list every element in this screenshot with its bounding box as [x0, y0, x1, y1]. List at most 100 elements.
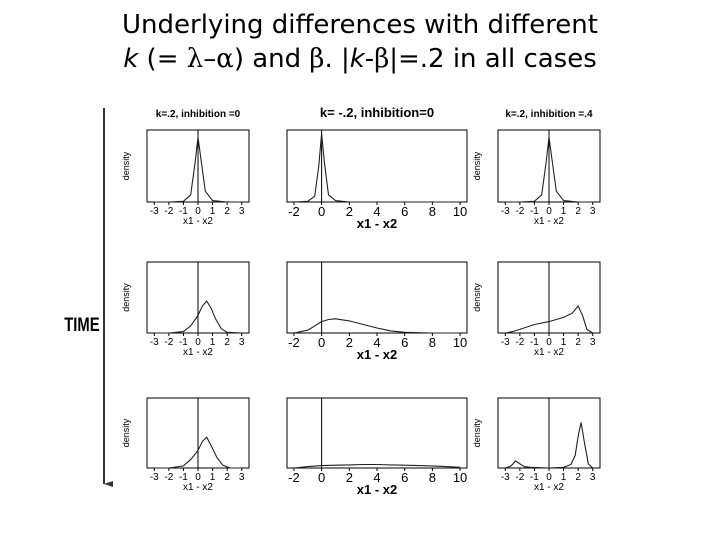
x-tick-label: 2: [224, 206, 230, 217]
panel-frame: [286, 261, 468, 334]
x-tick-label: 0: [195, 206, 201, 217]
title-part-c: . |: [324, 44, 350, 74]
y-axis-label: density: [121, 151, 131, 180]
x-tick-label: 8: [429, 335, 436, 350]
y-axis-label: density: [472, 151, 482, 180]
x-tick-label: -3: [501, 206, 510, 217]
x-tick-label: 0: [546, 472, 552, 483]
time-label: TIME: [64, 314, 99, 335]
x-tick-label: 0: [318, 470, 325, 485]
title-lambda: λ: [186, 44, 204, 74]
density-curve: [293, 318, 461, 334]
x-tick-label: 10: [453, 335, 467, 350]
x-axis-label: x1 - x2: [357, 347, 397, 362]
x-tick-label: 2: [575, 337, 581, 348]
y-axis-label: density: [121, 418, 131, 447]
x-tick-label: 4: [373, 204, 380, 219]
x-tick-label: -2: [164, 337, 173, 348]
x-tick-label: -2: [288, 204, 300, 219]
x-tick-label: -3: [501, 472, 510, 483]
x-tick-label: 8: [429, 204, 436, 219]
x-tick-label: 6: [401, 470, 408, 485]
panel-grid: k=.2, inhibition =0 k= -.2, inhibition=0 k…: [121, 105, 601, 497]
x-tick-label: 0: [318, 335, 325, 350]
x-axis-label: x1 - x2: [183, 347, 213, 358]
x-tick-label: 1: [210, 206, 216, 217]
x-tick-label: 3: [239, 472, 245, 483]
x-tick-label: 0: [546, 206, 552, 217]
density-panel: -2 0 2 4 6 8 10 x1 - x2: [286, 397, 468, 497]
x-tick-label: -2: [164, 206, 173, 217]
x-tick-label: 3: [590, 206, 596, 217]
x-axis-label: x1 - x2: [183, 482, 213, 493]
x-tick-label: 2: [346, 335, 353, 350]
x-tick-label: 4: [373, 470, 380, 485]
density-curve: [154, 300, 242, 334]
x-tick-label: 2: [575, 472, 581, 483]
density-panel: -3 -2 -1 0 1 2 3 x1 - x2 density: [121, 397, 250, 493]
x-tick-label: -1: [530, 337, 539, 348]
x-tick-label: 4: [373, 335, 380, 350]
x-tick-label: 2: [346, 470, 353, 485]
title-beta2: β: [374, 44, 390, 74]
density-panel: -3 -2 -1 0 1 2 3 x1 - x2 density: [472, 261, 601, 358]
density-curve: [154, 436, 242, 469]
density-curve: [505, 422, 594, 469]
x-tick-label: -1: [530, 472, 539, 483]
y-axis-label: density: [472, 283, 482, 312]
x-tick-label: 2: [224, 472, 230, 483]
x-tick-label: -2: [515, 206, 524, 217]
x-tick-label: -3: [150, 337, 159, 348]
x-tick-label: 6: [401, 335, 408, 350]
title-alpha: α: [216, 44, 234, 74]
x-tick-label: 2: [575, 206, 581, 217]
panel-frame: [286, 397, 468, 469]
y-axis-label: density: [472, 418, 482, 447]
x-axis-label: x1 - x2: [183, 216, 213, 227]
x-axis-label: x1 - x2: [534, 216, 564, 227]
x-tick-label: 10: [453, 204, 467, 219]
panel-frame: [286, 129, 468, 203]
title-part-b: ) and: [233, 44, 310, 74]
density-curve: [293, 463, 461, 469]
x-tick-label: -3: [150, 206, 159, 217]
density-curve: [505, 137, 593, 203]
x-tick-label: -1: [530, 206, 539, 217]
x-tick-label: 1: [210, 337, 216, 348]
title-line-1: Underlying differences with different: [122, 10, 598, 40]
x-tick-label: -3: [501, 337, 510, 348]
column-title: k= -.2, inhibition=0: [320, 105, 434, 120]
x-tick-label: -2: [515, 337, 524, 348]
density-panel: -2 0 2 4 6 8 10 x1 - x2: [286, 129, 468, 231]
x-tick-label: -3: [150, 472, 159, 483]
density-curve: [505, 304, 593, 334]
slide-title: Underlying differences with different k …: [0, 8, 720, 76]
x-axis-label: x1 - x2: [357, 216, 397, 231]
x-tick-label: 0: [195, 337, 201, 348]
density-panel: -3 -2 -1 0 1 2 3 x1 - x2 density: [472, 129, 601, 227]
density-curve: [154, 137, 242, 203]
x-tick-label: 1: [561, 206, 567, 217]
x-tick-label: -1: [179, 472, 188, 483]
title-beta: β: [309, 44, 325, 74]
column-title: k=.2, inhibition =.4: [505, 109, 593, 120]
x-tick-label: 2: [224, 337, 230, 348]
x-axis-label: x1 - x2: [534, 482, 564, 493]
density-panel: -3 -2 -1 0 1 2 3 x1 - x2 density: [121, 129, 250, 227]
x-axis-label: x1 - x2: [357, 482, 397, 497]
x-tick-label: -2: [288, 335, 300, 350]
x-tick-label: 0: [546, 337, 552, 348]
x-tick-label: -2: [164, 472, 173, 483]
density-panel: -2 0 2 4 6 8 10 x1 - x2: [286, 261, 468, 362]
x-tick-label: 1: [561, 472, 567, 483]
title-part-a: (=: [138, 44, 187, 74]
title-line-2: k (= λ–α) and β. |k-β|=.2 in all cases: [0, 42, 720, 76]
x-tick-label: 10: [453, 470, 467, 485]
x-tick-label: -1: [179, 337, 188, 348]
x-tick-label: 3: [239, 337, 245, 348]
x-tick-label: 3: [590, 472, 596, 483]
column-title: k=.2, inhibition =0: [156, 109, 241, 120]
x-tick-label: -2: [288, 470, 300, 485]
title-part-e: |=.2 in all cases: [389, 44, 597, 74]
